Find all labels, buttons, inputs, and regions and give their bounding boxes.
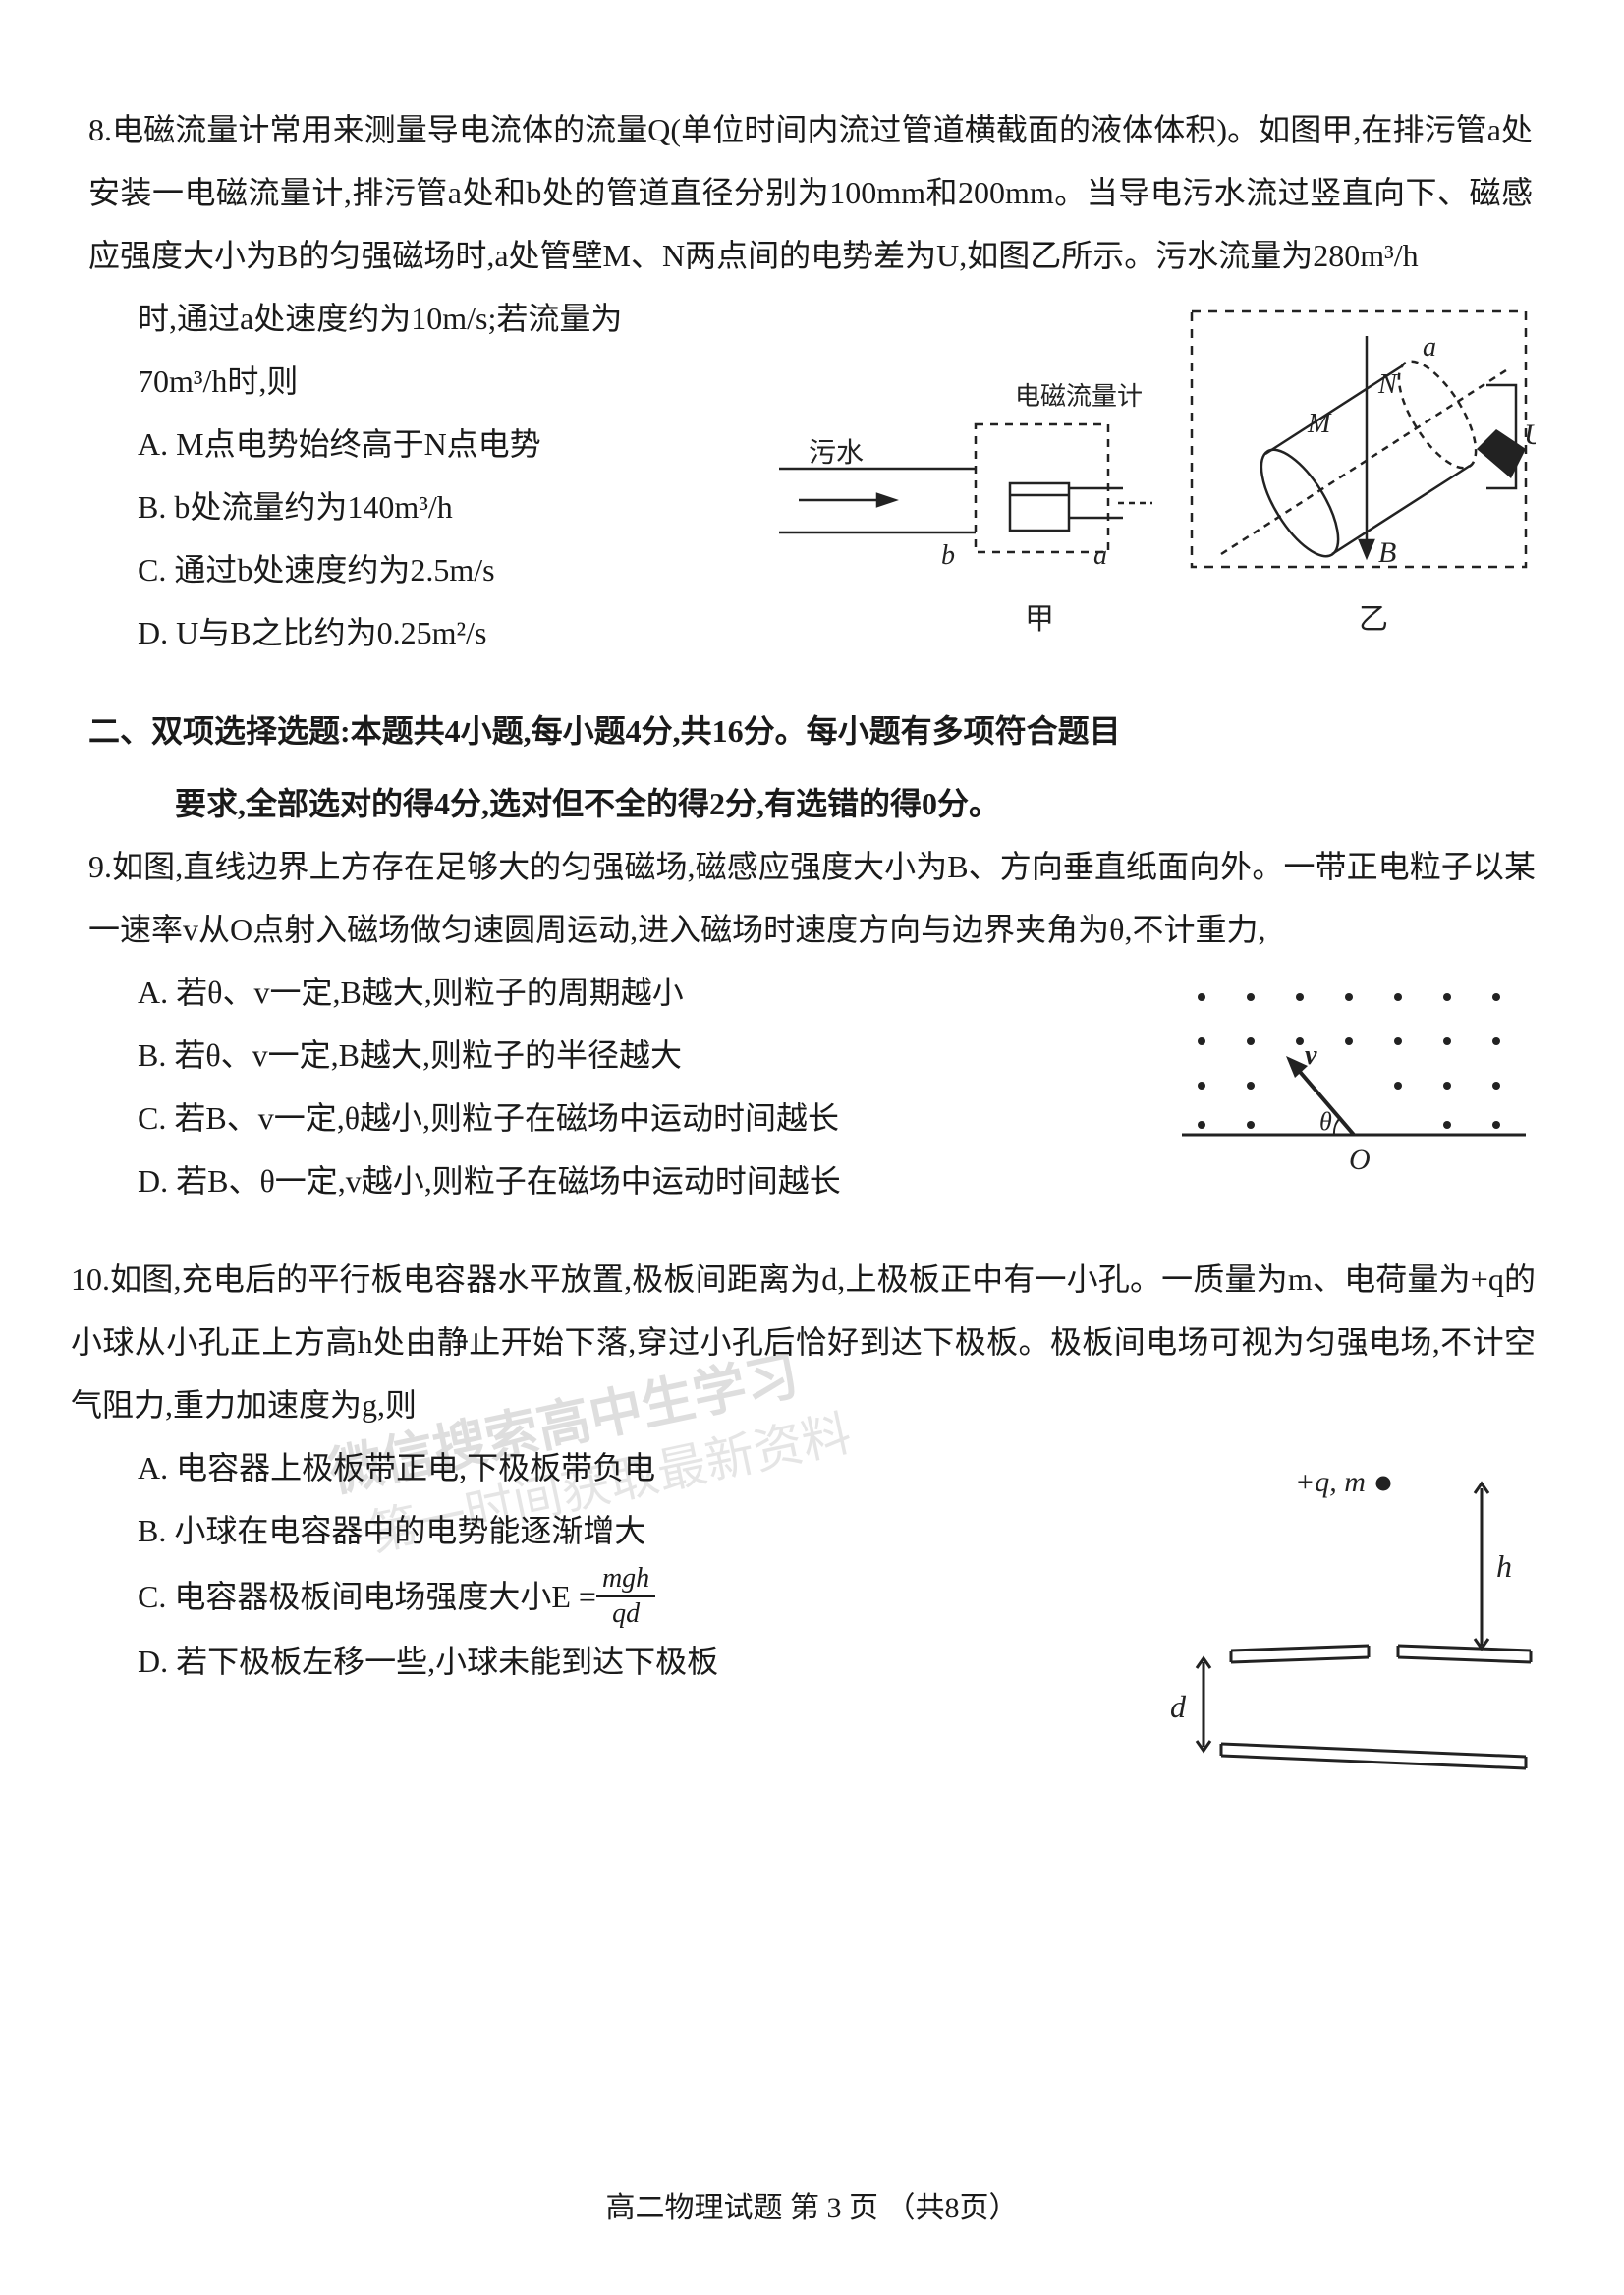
q8-opt-a: A. M点电势始终高于N点电势 <box>88 413 756 476</box>
q10-body: 10.如图,充电后的平行板电容器水平放置,极板间距离为d,上极板正中有一小孔。一… <box>71 1248 1536 1436</box>
label-b: b <box>941 540 955 571</box>
svg-text:d: d <box>1170 1689 1187 1724</box>
label-a2: a <box>1423 332 1436 363</box>
question-10: 10.如图,充电后的平行板电容器水平放置,极板间距离为d,上极板正中有一小孔。一… <box>88 1248 1536 1693</box>
svg-text:+q, m: +q, m <box>1295 1466 1366 1498</box>
q10-opt-c: C. 电容器极板间电场强度大小E = mgh qd <box>88 1562 1071 1630</box>
q8-figure-svg: 电磁流量计 污水 b a 甲 <box>769 277 1536 641</box>
label-yi: 乙 <box>1359 603 1388 636</box>
label-flowmeter: 电磁流量计 <box>1015 382 1143 411</box>
question-8: 8.电磁流量计常用来测量导电流体的流量Q(单位时间内流过管道横截面的液体体积)。… <box>88 98 1536 664</box>
q8-text2: 时,通过a处速度约为10m/s;若流量为 <box>88 287 756 350</box>
q10-opt-c-frac: mgh qd <box>596 1562 655 1630</box>
q10-figure-svg: +q, m h d <box>1143 1454 1536 1788</box>
q10-figure: +q, m h d <box>1143 1454 1536 1788</box>
svg-text:v: v <box>1305 1040 1317 1071</box>
q10-opt-c-num: mgh <box>596 1562 655 1597</box>
q9-text: 如图,直线边界上方存在足够大的匀强磁场,磁感应强度大小为B、方向垂直纸面向外。一… <box>88 849 1536 947</box>
q8-text: 电磁流量计常用来测量导电流体的流量Q(单位时间内流过管道横截面的液体体积)。如图… <box>88 112 1533 273</box>
q10-opt-a: A. 电容器上极板带正电,下极板带负电 <box>88 1436 1071 1499</box>
label-N: N <box>1377 369 1398 400</box>
section-2-line2: 要求,全部选对的得4分,选对但不全的得2分,有选错的得0分。 <box>88 772 1536 835</box>
section-2-line1: 二、双项选择选题:本题共4小题,每小题4分,共16分。每小题有多项符合题目 <box>88 700 1536 762</box>
section-2-header: 二、双项选择选题:本题共4小题,每小题4分,共16分。每小题有多项符合题目 要求… <box>88 700 1536 835</box>
q9-body: 9.如图,直线边界上方存在足够大的匀强磁场,磁感应强度大小为B、方向垂直纸面向外… <box>88 835 1536 961</box>
svg-text:O: O <box>1349 1144 1371 1176</box>
label-B: B <box>1378 536 1396 569</box>
q8-opt-b: B. b处流量约为140m³/h <box>88 476 756 538</box>
label-a1: a <box>1093 540 1107 571</box>
q8-opt-c: C. 通过b处速度约为2.5m/s <box>88 538 756 601</box>
q10-number: 10. <box>71 1261 110 1297</box>
label-M: M <box>1307 409 1332 439</box>
q9-number: 9. <box>88 849 112 884</box>
svg-text:h: h <box>1496 1548 1512 1584</box>
label-jia: 甲 <box>1025 603 1054 636</box>
q8-opt-d: D. U与B之比约为0.25m²/s <box>88 601 756 664</box>
label-U: U <box>1524 419 1536 451</box>
q9-figure-svg: v θ O <box>1162 968 1536 1184</box>
q8-body-1: 8.电磁流量计常用来测量导电流体的流量Q(单位时间内流过管道横截面的液体体积)。… <box>88 98 1533 287</box>
question-9: 9.如图,直线边界上方存在足够大的匀强磁场,磁感应强度大小为B、方向垂直纸面向外… <box>88 835 1536 1212</box>
q9-figure: v θ O <box>1162 968 1536 1184</box>
q10-opt-d: D. 若下极板左移一些,小球未能到达下极板 <box>88 1630 1071 1693</box>
q10-opt-b: B. 小球在电容器中的电势能逐渐增大 <box>88 1499 1071 1562</box>
page-footer: 高二物理试题 第 3 页 （共8页） <box>0 2183 1624 2226</box>
q10-text: 如图,充电后的平行板电容器水平放置,极板间距离为d,上极板正中有一小孔。一质量为… <box>71 1261 1536 1423</box>
svg-text:θ: θ <box>1319 1107 1332 1136</box>
q8-figure: 电磁流量计 污水 b a 甲 <box>769 277 1536 641</box>
q8-text3: 70m³/h时,则 <box>88 350 756 413</box>
q10-opt-c-den: qd <box>596 1597 655 1631</box>
q8-number: 8. <box>88 112 112 147</box>
q10-opt-c-prefix: C. 电容器极板间电场强度大小E = <box>138 1565 596 1628</box>
label-sewage: 污水 <box>809 437 864 469</box>
